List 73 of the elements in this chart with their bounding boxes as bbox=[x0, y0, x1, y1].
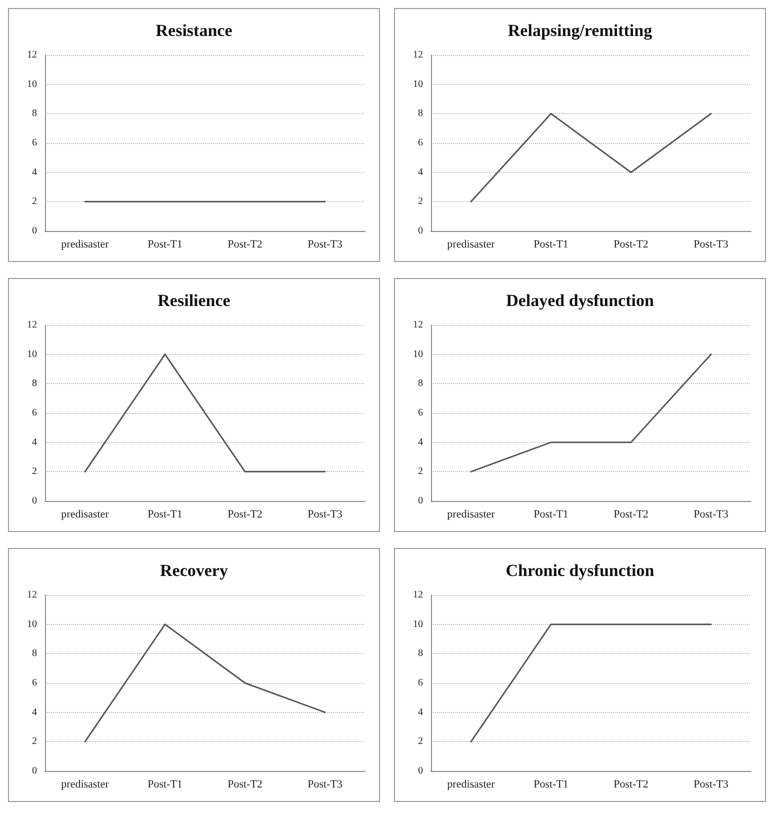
y-tick-label: 0 bbox=[418, 226, 423, 236]
y-tick-label: 6 bbox=[32, 408, 37, 418]
y-tick-label: 2 bbox=[418, 736, 423, 748]
y-tick-label: 12 bbox=[413, 50, 423, 60]
y-tick-label: 6 bbox=[418, 408, 423, 418]
y-tick-label: 12 bbox=[413, 590, 423, 600]
y-tick-label: 8 bbox=[32, 648, 37, 660]
x-tick-label: Post-T1 bbox=[148, 238, 182, 250]
x-tick-label: Post-T3 bbox=[694, 238, 729, 250]
y-tick-label: 10 bbox=[27, 348, 37, 360]
y-tick-label: 4 bbox=[418, 166, 423, 178]
y-tick-label: 6 bbox=[418, 678, 423, 688]
y-tick-label: 8 bbox=[418, 378, 423, 390]
x-tick-label: Post-T3 bbox=[308, 238, 343, 250]
y-tick-label: 2 bbox=[418, 196, 423, 208]
y-tick-label: 4 bbox=[418, 436, 423, 448]
y-tick-label: 10 bbox=[413, 618, 423, 630]
y-tick-label: 8 bbox=[32, 108, 37, 120]
x-tick-label: Post-T3 bbox=[694, 778, 729, 790]
x-tick-label: Post-T3 bbox=[694, 508, 729, 520]
x-tick-label: predisaster bbox=[61, 508, 110, 520]
chart-title: Recovery bbox=[160, 561, 228, 580]
y-tick-label: 0 bbox=[418, 496, 423, 506]
y-tick-label: 2 bbox=[32, 196, 37, 208]
x-tick-label: predisaster bbox=[447, 778, 496, 790]
x-tick-label: Post-T2 bbox=[228, 238, 262, 250]
y-tick-label: 8 bbox=[418, 108, 423, 120]
chart-title: Relapsing/remitting bbox=[508, 21, 653, 40]
y-tick-label: 10 bbox=[27, 618, 37, 630]
y-tick-label: 2 bbox=[32, 736, 37, 748]
chart-title: Resistance bbox=[156, 21, 233, 40]
y-tick-label: 0 bbox=[32, 766, 37, 776]
line-series bbox=[84, 624, 326, 742]
y-tick-label: 12 bbox=[27, 50, 37, 60]
y-tick-label: 8 bbox=[32, 378, 37, 390]
y-tick-label: 2 bbox=[418, 466, 423, 478]
x-tick-label: Post-T1 bbox=[534, 508, 568, 520]
y-tick-label: 0 bbox=[32, 226, 37, 236]
y-tick-label: 10 bbox=[413, 78, 423, 90]
x-tick-label: Post-T3 bbox=[308, 508, 343, 520]
y-tick-label: 4 bbox=[418, 706, 423, 718]
x-tick-label: Post-T3 bbox=[308, 778, 343, 790]
x-tick-label: predisaster bbox=[61, 778, 110, 790]
x-tick-label: predisaster bbox=[447, 508, 496, 520]
chart-title: Delayed dysfunction bbox=[506, 291, 654, 310]
x-tick-label: Post-T2 bbox=[614, 238, 648, 250]
x-tick-label: Post-T2 bbox=[614, 508, 648, 520]
y-tick-label: 12 bbox=[413, 320, 423, 330]
x-tick-label: Post-T2 bbox=[614, 778, 648, 790]
y-tick-label: 4 bbox=[32, 706, 37, 718]
y-tick-label: 4 bbox=[32, 436, 37, 448]
y-tick-label: 10 bbox=[27, 78, 37, 90]
y-tick-label: 6 bbox=[32, 138, 37, 148]
x-tick-label: Post-T1 bbox=[534, 238, 568, 250]
x-tick-label: Post-T2 bbox=[228, 508, 262, 520]
x-tick-label: predisaster bbox=[61, 238, 110, 250]
y-tick-label: 0 bbox=[32, 496, 37, 506]
chart-title: Chronic dysfunction bbox=[506, 561, 655, 580]
y-tick-label: 12 bbox=[27, 590, 37, 600]
y-tick-label: 10 bbox=[413, 348, 423, 360]
y-tick-label: 6 bbox=[418, 138, 423, 148]
x-tick-label: Post-T1 bbox=[534, 778, 568, 790]
x-tick-label: predisaster bbox=[447, 238, 496, 250]
y-tick-label: 12 bbox=[27, 320, 37, 330]
y-tick-label: 0 bbox=[418, 766, 423, 776]
x-tick-label: Post-T1 bbox=[148, 508, 182, 520]
y-tick-label: 4 bbox=[32, 166, 37, 178]
y-tick-label: 2 bbox=[32, 466, 37, 478]
y-tick-label: 6 bbox=[32, 678, 37, 688]
chart-title: Resilience bbox=[158, 291, 231, 310]
x-tick-label: Post-T1 bbox=[148, 778, 182, 790]
y-tick-label: 8 bbox=[418, 648, 423, 660]
x-tick-label: Post-T2 bbox=[228, 778, 262, 790]
